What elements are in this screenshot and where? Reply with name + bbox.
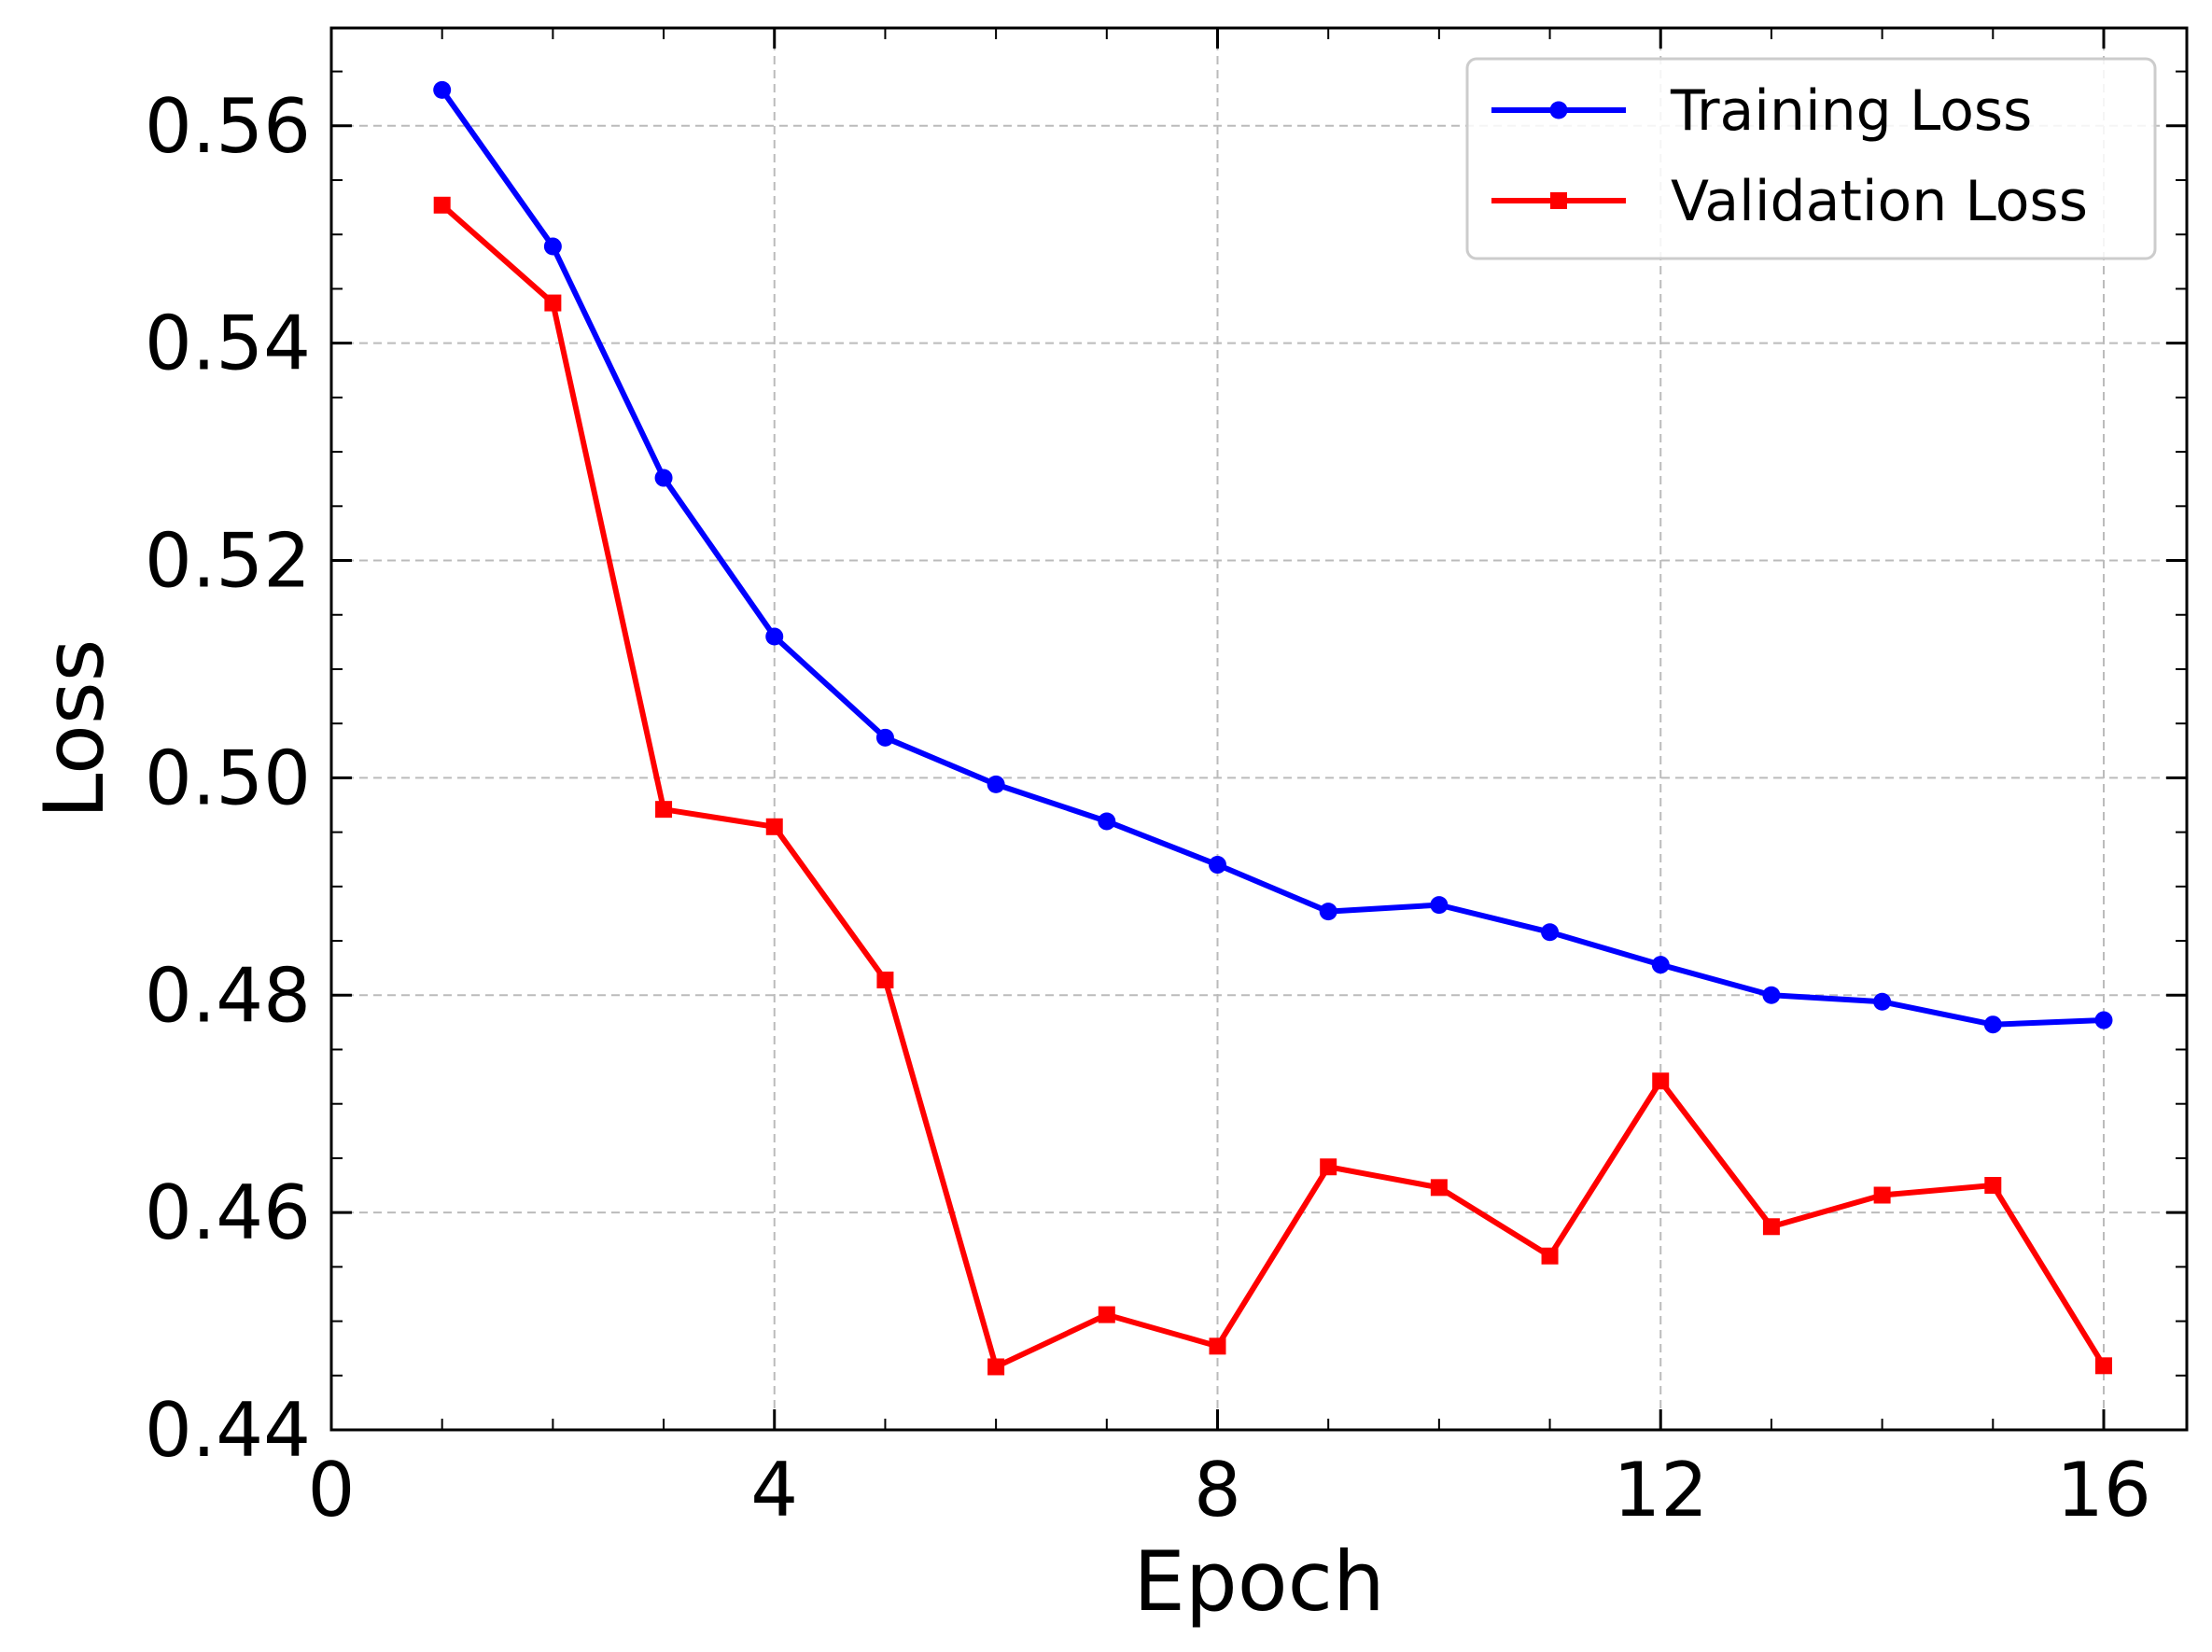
data-point [1098, 812, 1116, 831]
x-tick-label: 4 [750, 1447, 798, 1533]
data-point [1319, 903, 1337, 921]
data-point [1209, 1337, 1226, 1355]
data-point [1652, 1072, 1670, 1090]
legend-entry: Validation Loss [1491, 169, 2088, 234]
data-point [433, 196, 451, 214]
data-point [1320, 1158, 1337, 1176]
data-point [1541, 923, 1560, 942]
legend-label: Validation Loss [1671, 169, 2088, 234]
data-point [543, 237, 562, 256]
data-point [1873, 1186, 1891, 1204]
data-point [765, 627, 784, 646]
data-point [1430, 896, 1449, 915]
data-point [1983, 1015, 2002, 1034]
data-point [1762, 1218, 1780, 1236]
y-tick-label: 0.52 [145, 518, 311, 605]
data-point [765, 818, 783, 835]
x-tick-label: 16 [2056, 1447, 2151, 1533]
y-tick-label: 0.48 [145, 952, 311, 1039]
data-point [1541, 1247, 1559, 1265]
y-axis-title: Loss [26, 638, 122, 819]
tick-labels: 0 4 8 12 16 0.44 0.46 0.48 0.50 0.52 0.54 0.56 [145, 83, 2151, 1533]
legend-box [1465, 57, 2157, 260]
legend-entry: Training Loss [1491, 78, 2032, 144]
series-layer [433, 80, 2113, 1376]
data-point [1984, 1177, 2002, 1195]
legend-label: Training Loss [1670, 78, 2032, 144]
y-tick-label: 0.50 [145, 735, 311, 821]
data-point [654, 469, 673, 487]
data-point [987, 1358, 1005, 1376]
y-tick-label: 0.54 [145, 301, 311, 387]
data-point [655, 801, 673, 819]
series-training-loss [433, 80, 2113, 1034]
data-point [433, 80, 452, 99]
data-point [1208, 856, 1226, 875]
plot-frame [329, 26, 2189, 1432]
legend-entries: Training Loss Validation Loss [1491, 78, 2088, 234]
x-tick-label: 12 [1613, 1447, 1708, 1533]
x-tick-label: 0 [308, 1447, 356, 1533]
data-point [875, 728, 894, 747]
data-point [1651, 956, 1670, 974]
series-line [440, 88, 2105, 1028]
x-axis-title: Epoch [1133, 1533, 1384, 1630]
data-point [987, 775, 1005, 793]
data-point [2094, 1011, 2113, 1029]
y-tick-label: 0.44 [145, 1387, 311, 1474]
y-tick-label: 0.46 [145, 1169, 311, 1256]
legend-marker [1549, 101, 1568, 119]
series-validation-loss [433, 196, 2112, 1376]
data-point [1430, 1179, 1448, 1197]
x-tick-label: 8 [1194, 1447, 1241, 1533]
data-point [876, 971, 894, 988]
series-line [440, 203, 2107, 1370]
data-point [1762, 986, 1781, 1004]
data-point [1873, 992, 1892, 1011]
legend-marker [1550, 192, 1567, 209]
data-point [544, 294, 562, 312]
data-point [2094, 1357, 2112, 1375]
data-point [1098, 1306, 1115, 1323]
y-tick-label: 0.56 [145, 83, 311, 170]
legend: Training Loss Validation Loss [1465, 57, 2157, 260]
